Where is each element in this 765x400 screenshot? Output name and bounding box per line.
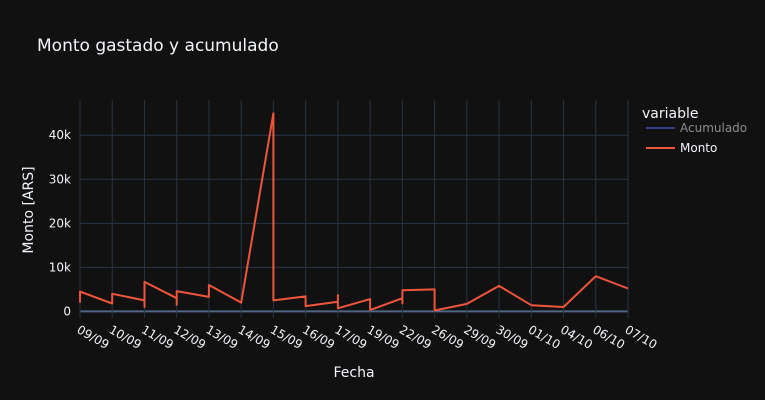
x-tick-label: 06/10 (590, 322, 627, 351)
x-tick-label: 29/09 (461, 322, 498, 351)
gridlines (79, 100, 629, 318)
x-tick-label: 12/09 (171, 322, 208, 351)
y-tick-label: 10k (49, 260, 71, 274)
legend-title: variable (642, 106, 698, 122)
legend: variable Acumulado Monto (642, 106, 747, 155)
x-tick-label: 26/09 (429, 322, 466, 351)
y-tick-label: 40k (49, 128, 71, 142)
x-tick-label: 10/09 (107, 322, 144, 351)
series-line-monto (79, 112, 629, 312)
x-tick-label: 11/09 (139, 322, 176, 351)
y-tick-label: 0 (63, 304, 71, 318)
x-tick-label: 30/09 (494, 322, 531, 351)
x-tick-label: 07/10 (623, 322, 660, 351)
x-tick-label: 19/09 (365, 322, 402, 351)
x-tick-label: 13/09 (203, 322, 240, 351)
series-lines (79, 112, 629, 312)
x-tick-label: 01/10 (526, 322, 563, 351)
y-tick-labels: 0 10k 20k 30k 40k (49, 128, 71, 318)
x-tick-label: 15/09 (268, 322, 305, 351)
legend-label-monto: Monto (680, 141, 717, 155)
y-axis-title: Monto [ARS] (21, 166, 37, 253)
chart-title: Monto gastado y acumulado (37, 36, 279, 56)
x-tick-labels: 09/0910/0911/0912/0913/0914/0915/0916/09… (75, 322, 660, 351)
x-axis-title: Fecha (333, 365, 374, 381)
y-tick-label: 30k (49, 172, 71, 186)
x-tick-label: 16/09 (300, 322, 337, 351)
x-tick-label: 14/09 (236, 322, 273, 351)
x-tick-label: 04/10 (558, 322, 595, 351)
y-tick-label: 20k (49, 216, 71, 230)
x-tick-label: 17/09 (332, 322, 369, 351)
x-tick-label: 22/09 (397, 322, 434, 351)
x-tick-label: 09/09 (75, 322, 112, 351)
legend-label-acumulado: Acumulado (680, 121, 747, 135)
